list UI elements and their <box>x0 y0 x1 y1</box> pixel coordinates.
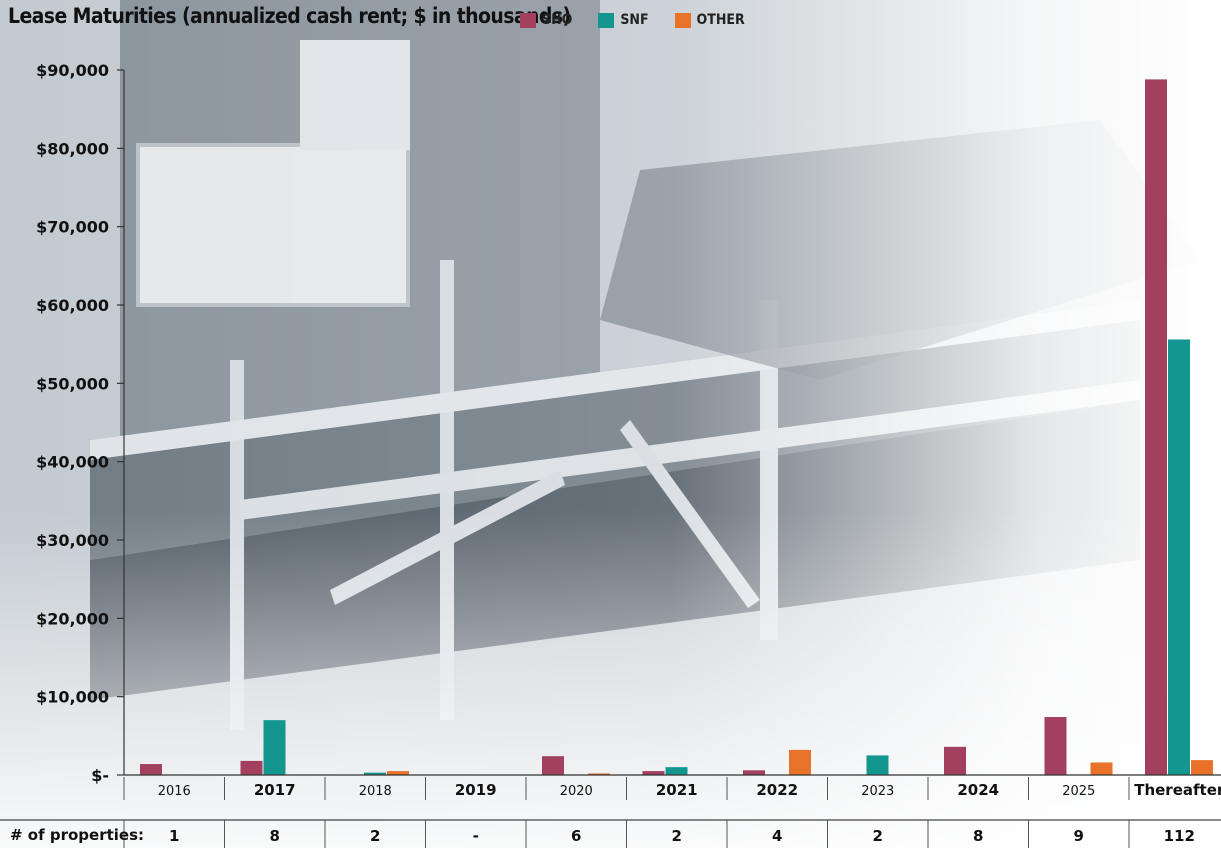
bar-sho <box>1044 717 1067 775</box>
legend-item-sho: SHO <box>520 12 572 28</box>
x-tick-label: 2018 <box>359 784 392 799</box>
bar-snf <box>364 772 386 775</box>
chart-title: Lease Maturities (annualized cash rent; … <box>8 4 571 28</box>
bar-snf <box>866 755 889 775</box>
legend-swatch <box>598 12 615 28</box>
bar-other <box>1191 760 1213 775</box>
bar-snf <box>263 720 286 775</box>
y-tick-label: $50,000 <box>36 374 109 393</box>
y-tick-label: $90,000 <box>36 61 109 80</box>
legend-label: SHO <box>542 12 573 28</box>
properties-count: - <box>473 827 479 845</box>
x-tick-label: 2024 <box>957 781 999 799</box>
legend-label: OTHER <box>696 12 745 28</box>
properties-count: 8 <box>973 827 983 845</box>
x-tick-label: 2023 <box>861 784 894 799</box>
bar-sho <box>1145 79 1167 775</box>
x-tick-label: 2020 <box>560 784 593 799</box>
y-tick-label: $- <box>91 766 109 785</box>
properties-count: 2 <box>873 827 883 845</box>
bar-sho <box>944 746 966 775</box>
y-tick-label: $30,000 <box>36 531 109 550</box>
legend-item-other: OTHER <box>674 12 745 28</box>
x-tick-label: 2022 <box>756 781 798 799</box>
bar-sho <box>642 771 665 775</box>
properties-count: 1 <box>169 827 179 845</box>
bar-sho <box>140 764 162 775</box>
properties-count: 8 <box>270 827 280 845</box>
x-tick-label: 2025 <box>1062 784 1095 799</box>
x-tick-label: 2019 <box>455 781 497 799</box>
bar-other <box>1090 762 1113 775</box>
y-tick-label: $10,000 <box>36 688 109 707</box>
properties-count: 6 <box>571 827 581 845</box>
bar-other <box>588 773 610 775</box>
y-tick-label: $80,000 <box>36 139 109 158</box>
legend-swatch <box>674 12 691 28</box>
properties-count: 4 <box>772 827 782 845</box>
bar-other <box>387 771 409 775</box>
legend-item-snf: SNF <box>598 12 649 28</box>
bar-other <box>789 749 811 775</box>
properties-count: 2 <box>672 827 682 845</box>
bar-sho <box>240 760 263 775</box>
bar-snf <box>665 767 688 775</box>
legend-label: SNF <box>620 12 649 28</box>
y-tick-label: $40,000 <box>36 453 109 472</box>
chart-legend: SHO SNF OTHER <box>520 12 745 28</box>
bar-snf <box>1168 339 1190 775</box>
properties-count: 9 <box>1074 827 1084 845</box>
x-tick-label: 2021 <box>656 781 698 799</box>
properties-count: 112 <box>1164 827 1195 845</box>
x-tick-label: 2016 <box>158 784 191 799</box>
y-tick-label: $20,000 <box>36 609 109 628</box>
x-tick-label: 2017 <box>254 781 296 799</box>
y-tick-label: $70,000 <box>36 218 109 237</box>
properties-count: 2 <box>370 827 380 845</box>
properties-row-label: # of properties: <box>10 826 144 844</box>
y-tick-label: $60,000 <box>36 296 109 315</box>
bar-sho <box>542 756 564 775</box>
bar-sho <box>743 770 765 775</box>
x-tick-label: Thereafter <box>1134 781 1221 799</box>
legend-swatch <box>520 12 536 28</box>
